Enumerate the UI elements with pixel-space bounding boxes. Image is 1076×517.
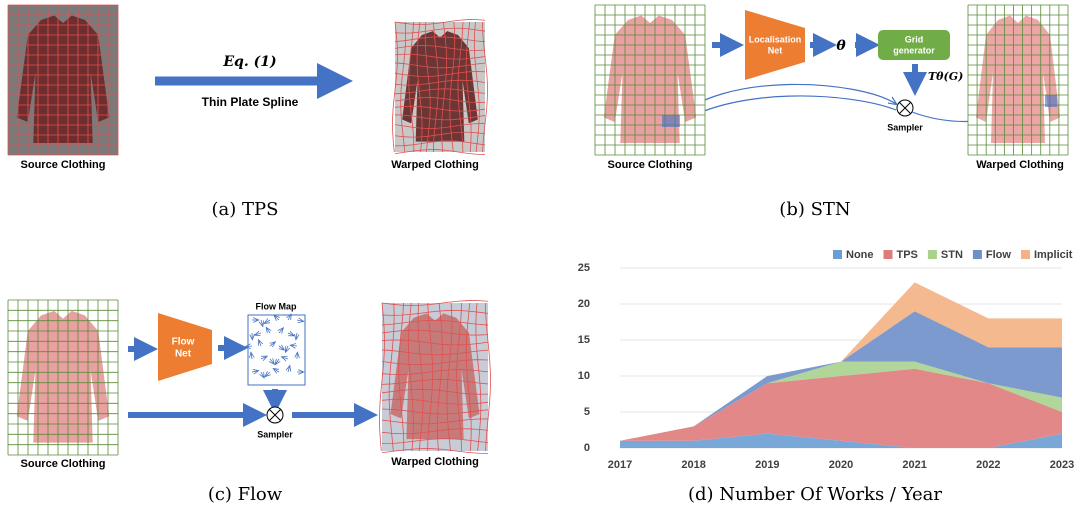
x-tick-label: 2022 [976, 459, 1000, 471]
clothing-image [968, 5, 1068, 155]
y-tick-label: 5 [584, 406, 590, 418]
y-tick-label: 20 [578, 298, 590, 310]
legend-label: Flow [986, 249, 1011, 261]
net-label: Flow [172, 337, 195, 348]
sampling-curve [672, 84, 896, 122]
sampling-curve [672, 96, 896, 128]
x-tick-label: 2021 [902, 459, 926, 471]
caption: (d) Number Of Works / Year [688, 484, 942, 505]
x-tick-label: 2018 [681, 459, 705, 471]
highlight [662, 115, 680, 127]
label: Warped Clothing [391, 159, 479, 171]
caption: (b) STN [779, 199, 850, 220]
legend-swatch [973, 250, 982, 259]
clothing-image [8, 5, 118, 155]
sampler-label: Sampler [257, 429, 293, 439]
highlight [1045, 95, 1057, 107]
legend-swatch [1021, 250, 1030, 259]
clothing-image [380, 301, 491, 454]
caption: (c) Flow [208, 484, 283, 505]
grid-label: Grid [905, 34, 924, 44]
flow-map-box [248, 315, 305, 385]
label: Source Clothing [21, 159, 106, 171]
y-tick-label: 0 [584, 442, 590, 454]
label: Warped Clothing [391, 456, 479, 468]
legend-label: None [846, 249, 874, 261]
theta: θ [836, 38, 846, 54]
x-tick-label: 2023 [1050, 459, 1074, 471]
label: Source Clothing [21, 458, 106, 470]
figure: Source Clothing Eq. (1) Thin Plate Splin… [0, 0, 1076, 517]
sampler-label: Sampler [887, 122, 923, 132]
y-tick-label: 25 [578, 262, 590, 274]
flow-map-label: Flow Map [256, 301, 297, 311]
label: Warped Clothing [976, 159, 1064, 171]
legend-label: Implicit [1034, 249, 1073, 261]
label: Source Clothing [608, 159, 693, 171]
equation: Eq. (1) [222, 54, 276, 70]
grid-label: generator [893, 45, 935, 55]
clothing-image [8, 300, 118, 455]
transform: Tθ(G) [928, 70, 963, 83]
y-tick-label: 10 [578, 370, 590, 382]
legend-swatch [928, 250, 937, 259]
x-tick-label: 2019 [755, 459, 779, 471]
y-tick-label: 15 [578, 334, 590, 346]
x-tick-label: 2017 [608, 459, 632, 471]
legend-swatch [833, 250, 842, 259]
net-label: Net [768, 45, 783, 55]
net-label: Net [175, 349, 192, 360]
clothing-image [595, 5, 705, 155]
caption: (a) TPS [212, 199, 279, 220]
clothing-image [393, 20, 488, 155]
legend-label: TPS [897, 249, 918, 261]
legend-label: STN [941, 249, 963, 261]
legend-swatch [884, 250, 893, 259]
net-label: Localisation [749, 34, 802, 44]
method: Thin Plate Spline [202, 95, 299, 109]
x-tick-label: 2020 [829, 459, 853, 471]
